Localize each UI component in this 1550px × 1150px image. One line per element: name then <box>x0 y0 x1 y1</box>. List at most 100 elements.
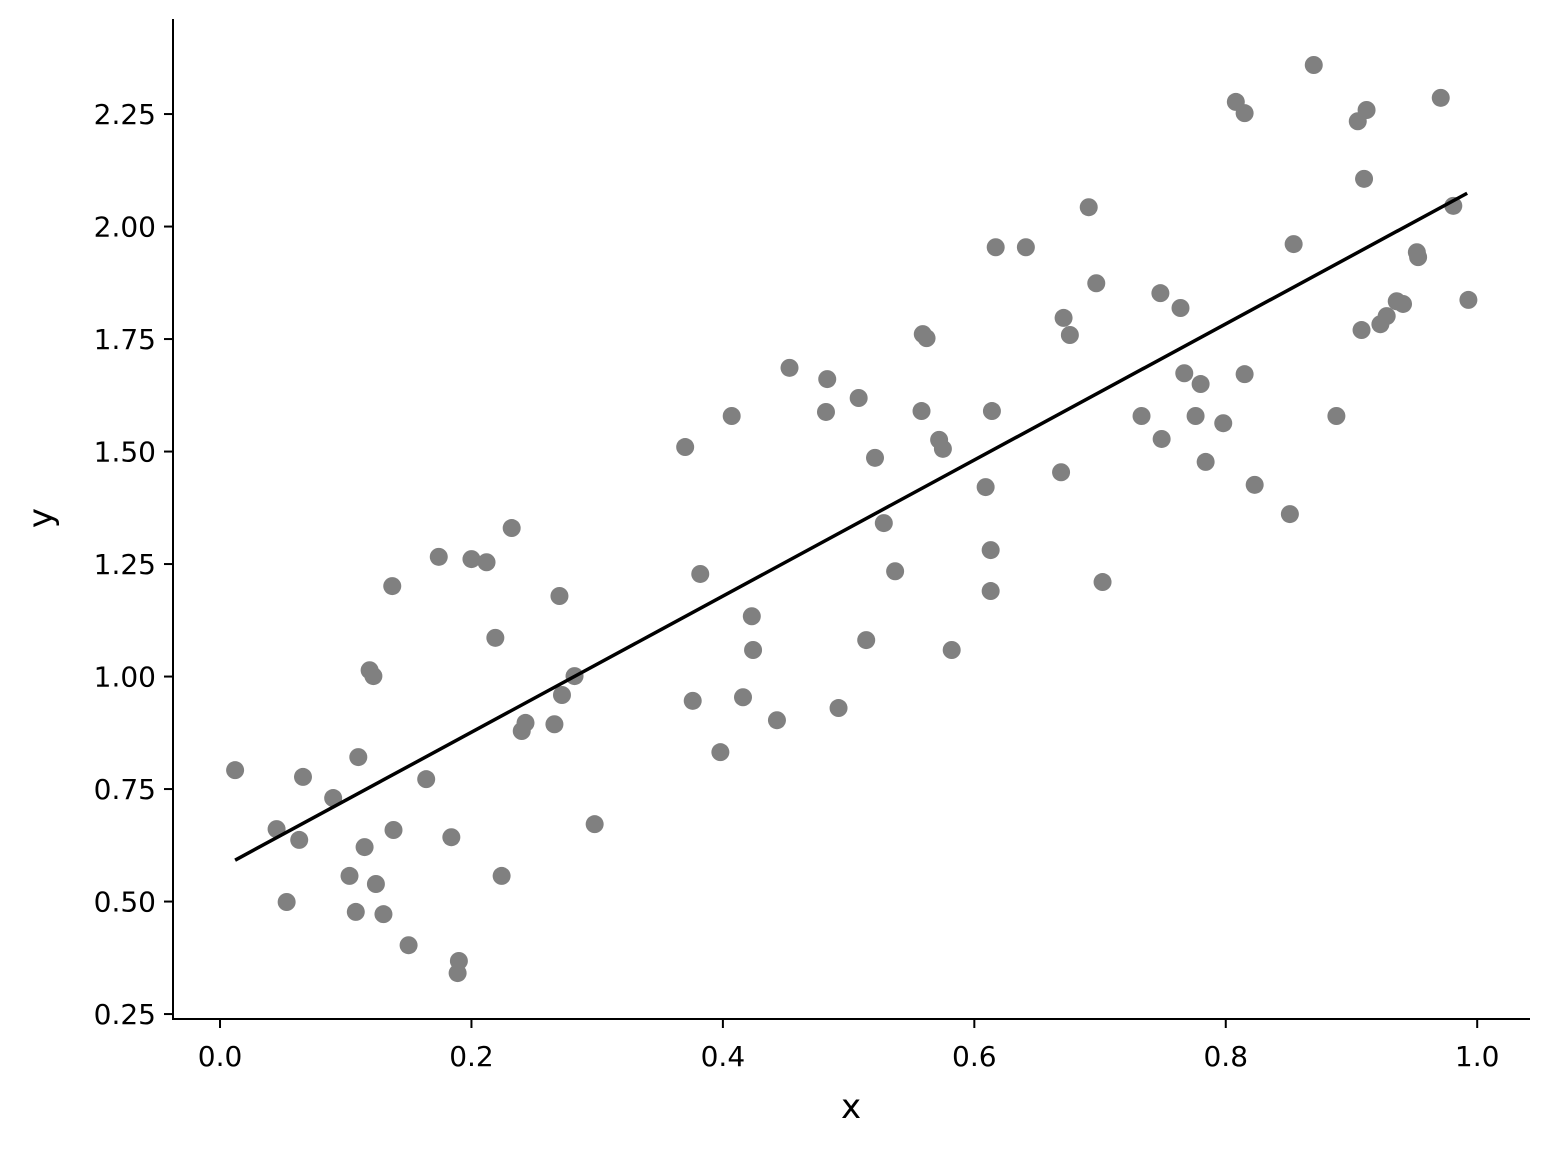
scatter-point <box>1235 104 1254 123</box>
scatter-point <box>1352 321 1371 340</box>
scatter-point <box>355 838 374 857</box>
x-tick-label: 0.0 <box>198 1040 243 1073</box>
scatter-point <box>545 715 564 734</box>
scatter-point <box>1431 88 1450 107</box>
scatter-point <box>1052 463 1071 482</box>
scatter-point <box>1060 326 1079 344</box>
x-tick-label: 0.8 <box>1203 1040 1248 1073</box>
scatter-point <box>1214 414 1233 433</box>
scatter-point <box>448 964 467 983</box>
scatter-point <box>676 438 695 457</box>
scatter-point <box>874 514 893 533</box>
scatter-point <box>290 830 309 849</box>
scatter-point <box>346 902 365 921</box>
scatter-point <box>442 828 461 847</box>
scatter-point <box>324 789 343 808</box>
scatter-point <box>340 866 359 885</box>
scatter-point <box>550 587 569 605</box>
scatter-point <box>816 402 835 421</box>
scatter-point <box>1152 429 1171 448</box>
y-axis-label: y <box>21 508 61 528</box>
scatter-point <box>1304 56 1323 74</box>
scatter-point <box>1284 235 1303 254</box>
scatter-point <box>942 641 961 659</box>
y-tick-label: 0.75 <box>94 773 156 806</box>
scatter-point <box>1196 452 1215 471</box>
scatter-point <box>1355 169 1374 188</box>
scatter-point <box>780 358 799 377</box>
x-tick-label: 0.4 <box>701 1040 746 1073</box>
plot-area <box>226 56 1478 983</box>
scatter-point <box>912 402 931 421</box>
fit-line <box>234 191 1468 862</box>
scatter-point <box>1235 365 1254 384</box>
scatter-point <box>1245 475 1264 494</box>
scatter-point <box>366 875 385 893</box>
scatter-point <box>1171 299 1190 317</box>
scatter-point <box>744 641 763 659</box>
scatter-point <box>1280 505 1299 524</box>
scatter-point <box>976 478 995 497</box>
scatter-point <box>1327 407 1346 425</box>
y-tick-label: 1.75 <box>94 323 156 356</box>
x-tick-label: 0.2 <box>449 1040 494 1073</box>
scatter-point <box>829 699 848 718</box>
scatter-point <box>349 748 368 767</box>
scatter-point <box>981 582 1000 601</box>
scatter-point <box>917 329 936 348</box>
scatter-point <box>585 815 604 834</box>
scatter-point <box>1186 407 1205 425</box>
y-tick-label: 1.00 <box>94 661 156 694</box>
scatter-point <box>492 866 511 885</box>
scatter-point <box>711 743 730 762</box>
scatter-point <box>722 407 741 425</box>
scatter-point <box>417 770 436 789</box>
y-tick-label: 1.25 <box>94 548 156 581</box>
y-tick-label: 2.00 <box>94 211 156 244</box>
scatter-point <box>886 562 905 581</box>
scatter-point <box>1377 307 1396 326</box>
scatter-point <box>857 631 876 650</box>
scatter-point <box>1394 294 1413 313</box>
x-axis-label: x <box>841 1087 861 1127</box>
scatter-point <box>866 448 885 467</box>
scatter-point <box>552 686 571 704</box>
scatter-point <box>933 439 952 458</box>
scatter-point <box>1016 238 1035 257</box>
scatter-point <box>1357 101 1376 119</box>
scatter-point <box>818 370 837 389</box>
scatter-point <box>1459 290 1478 309</box>
scatter-point <box>502 519 521 538</box>
scatter-point <box>1079 198 1098 217</box>
y-tick-label: 2.25 <box>94 98 156 131</box>
scatter-point <box>383 577 402 596</box>
scatter-point <box>226 761 245 780</box>
scatter-point <box>981 541 1000 560</box>
y-tick-label: 0.25 <box>94 998 156 1031</box>
scatter-point <box>516 713 535 732</box>
scatter-point <box>982 402 1001 421</box>
scatter-point <box>1191 375 1210 394</box>
scatter-point <box>986 238 1005 257</box>
scatter-point <box>384 821 403 839</box>
scatter-point <box>462 550 481 569</box>
scatter-point <box>742 607 761 626</box>
y-tick-label: 1.50 <box>94 436 156 469</box>
scatter-point <box>734 688 753 707</box>
scatter-point <box>374 905 393 924</box>
x-tick-label: 1.0 <box>1455 1040 1500 1073</box>
scatter-point <box>486 628 505 647</box>
scatter-point <box>277 893 296 911</box>
scatter-point <box>691 564 710 583</box>
x-tick-label: 0.6 <box>952 1040 997 1073</box>
y-tick-label: 0.50 <box>94 886 156 919</box>
scatter-point <box>1054 308 1073 327</box>
scatter-point <box>1132 407 1151 425</box>
scatter-point <box>399 936 418 955</box>
scatter-point <box>429 547 448 566</box>
scatter-point <box>364 667 383 686</box>
scatter-point <box>1175 364 1194 383</box>
scatter-point <box>293 767 312 786</box>
